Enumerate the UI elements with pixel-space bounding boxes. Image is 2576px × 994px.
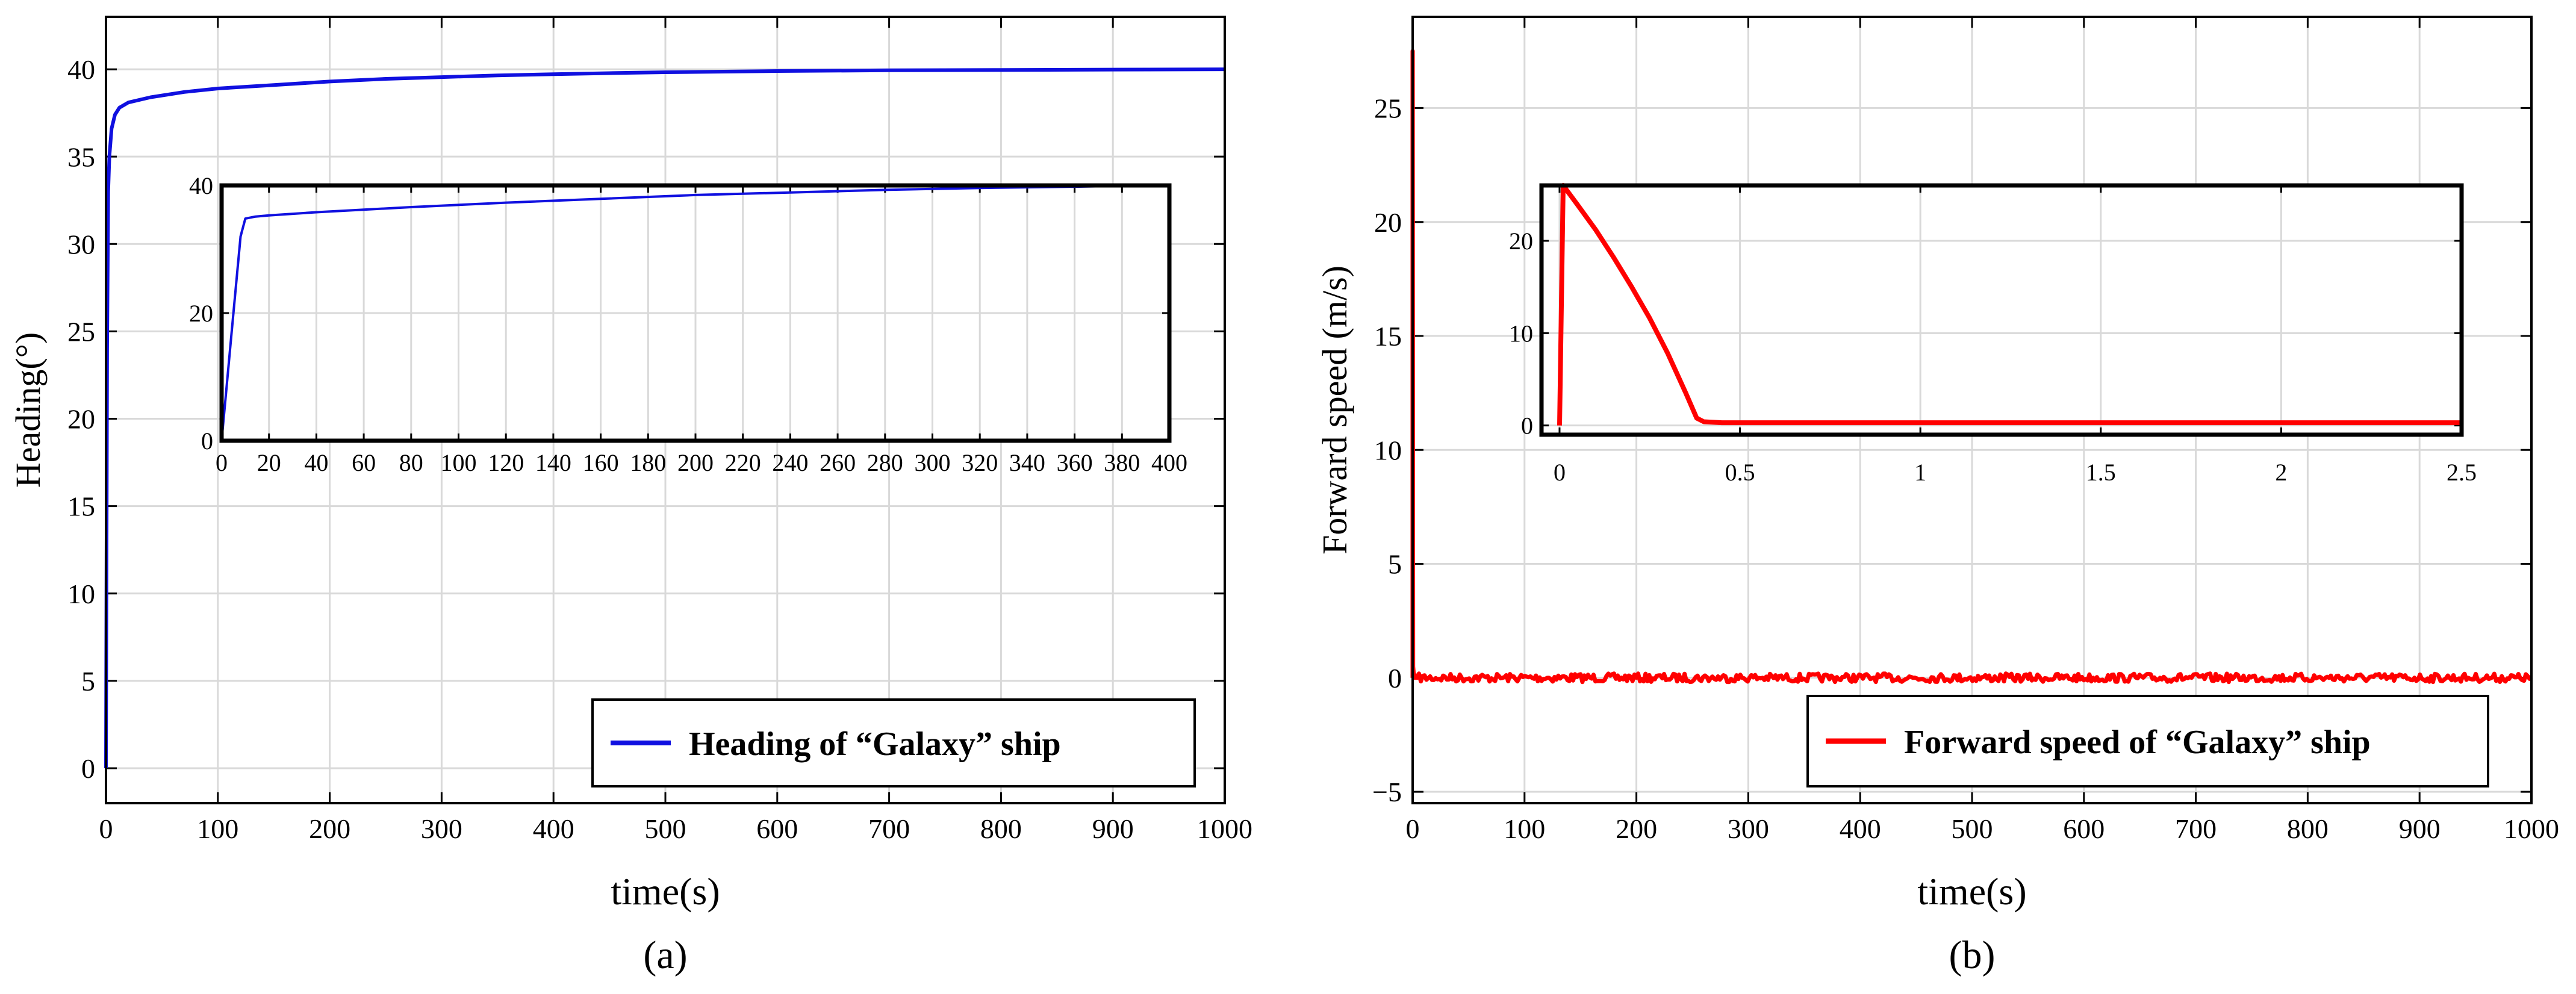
inset-series-line-0 [1557,183,2462,426]
x-tick-label: 600 [2063,813,2105,844]
panel-label: (b) [1949,933,1996,977]
inset-x-tick-label: 60 [352,449,376,476]
x-tick-label: 0 [1406,813,1420,844]
x-tick-label: 600 [756,813,798,844]
x-tick-label: 400 [1840,813,1881,844]
y-axis-label: Forward speed (m/s) [1315,266,1354,554]
plot-frame [1411,16,2533,804]
y-tick-label: 30 [67,229,95,259]
x-tick-label: 1000 [1197,813,1252,844]
inset-y-tick-label: 20 [1509,228,1533,255]
x-tick-label: 0 [99,813,113,844]
y-tick-label: 40 [67,54,95,85]
y-tick-label: 25 [1374,93,1402,124]
series-line-0 [1410,49,2533,685]
x-tick-label: 900 [1092,813,1134,844]
inset-x-tick-label: 1 [1914,459,1926,486]
plot-frame [105,16,1226,804]
x-tick-label: 100 [1504,813,1545,844]
inset-frame [219,183,1172,443]
inset-x-tick-label: 0 [216,449,228,476]
legend-box [1806,695,2489,787]
y-tick-label: 0 [81,753,95,784]
inset-x-tick-label: 80 [399,449,423,476]
inset-x-tick-label: 340 [1009,449,1045,476]
legend-label: Heading of “Galaxy” ship [689,725,1061,763]
x-axis-label: time(s) [1917,870,2026,913]
inset-x-tick-label: 160 [583,449,619,476]
x-tick-label: 500 [1952,813,1993,844]
inset-x-tick-label: 360 [1057,449,1093,476]
series-line-0 [104,67,1225,769]
y-tick-label: 5 [81,666,95,697]
inset-y-tick-label: 0 [1521,412,1533,440]
y-tick-label: 10 [67,579,95,609]
inset-series-line-0 [220,184,1146,441]
y-tick-label: 20 [67,404,95,435]
panel-label: (a) [643,933,687,977]
y-tick-label: 25 [67,317,95,347]
inset-plot: 0 0.5 1 1.5 2 2.5 0 10 20 [1509,183,2477,486]
inset-x-tick-label: 300 [915,449,951,476]
chart-b: 0 100 200 300 400 500 600 700 800 900 1000−5051015… [1315,16,2559,977]
y-tick-label: 15 [1374,321,1402,352]
inset-x-tick-label: 400 [1151,449,1187,476]
legend-box [591,698,1196,787]
inset-y-tick-label: 40 [189,172,213,199]
inset-y-tick-label: 10 [1509,320,1533,347]
inset-x-tick-label: 1.5 [2086,459,2116,486]
inset-x-tick-label: 0.5 [1725,459,1755,486]
inset-x-tick-label: 2.5 [2447,459,2477,486]
y-tick-label: −5 [1372,777,1402,807]
y-tick-label: 5 [1388,549,1402,580]
x-tick-label: 100 [197,813,238,844]
x-tick-label: 400 [533,813,574,844]
x-tick-label: 300 [421,813,462,844]
legend-label: Forward speed of “Galaxy” ship [1904,724,2371,761]
inset-frame [1539,183,2464,437]
inset-x-tick-label: 0 [1554,459,1566,486]
x-tick-label: 500 [645,813,686,844]
x-tick-label: 900 [2399,813,2441,844]
y-tick-label: 35 [67,141,95,172]
inset-x-tick-label: 320 [962,449,998,476]
x-tick-label: 700 [868,813,910,844]
x-tick-label: 800 [2287,813,2329,844]
inset-x-tick-label: 220 [725,449,761,476]
x-tick-label: 300 [1728,813,1769,844]
x-tick-label: 1000 [2504,813,2559,844]
x-tick-label: 200 [309,813,350,844]
y-axis-label: Heading(°) [8,332,48,488]
x-axis-label: time(s) [611,870,720,913]
inset-x-tick-label: 140 [535,449,571,476]
inset-x-tick-label: 20 [257,449,281,476]
inset-x-tick-label: 2 [2275,459,2287,486]
inset-x-tick-label: 120 [488,449,524,476]
chart-a: 0 100 200 300 400 500 600 700 800 900 100005101520… [8,16,1252,977]
inset-plot-area [1542,185,2462,435]
inset-x-tick-label: 40 [304,449,328,476]
inset-x-tick-label: 100 [441,449,477,476]
x-tick-label: 200 [1616,813,1657,844]
inset-x-tick-label: 380 [1104,449,1140,476]
inset-plot: 0 20 40 60 80 100 120 140 160 180 200 220 240 260 280 3… [189,172,1187,476]
y-tick-label: 0 [1388,663,1402,694]
y-tick-label: 15 [67,491,95,522]
inset-x-tick-label: 240 [772,449,808,476]
inset-x-tick-label: 280 [867,449,903,476]
y-tick-label: 10 [1374,435,1402,465]
inset-x-tick-label: 180 [630,449,666,476]
inset-x-tick-label: 200 [677,449,714,476]
inset-x-tick-label: 260 [820,449,856,476]
inset-y-tick-label: 20 [189,300,213,327]
x-tick-label: 800 [980,813,1022,844]
x-tick-label: 700 [2175,813,2217,844]
y-tick-label: 20 [1374,207,1402,238]
inset-y-tick-label: 0 [201,427,213,455]
